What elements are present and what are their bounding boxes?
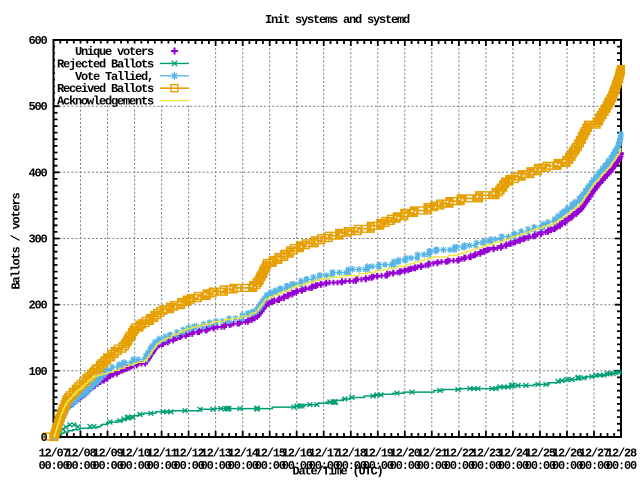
- svg-text:Ballots / voters: Ballots / voters: [10, 192, 24, 289]
- svg-text:Rejected Ballots: Rejected Ballots: [57, 57, 154, 71]
- svg-text:12/14: 12/14: [228, 447, 259, 461]
- svg-text:400: 400: [28, 166, 47, 180]
- svg-text:12/17: 12/17: [309, 447, 340, 461]
- svg-text:12/23: 12/23: [471, 447, 502, 461]
- svg-text:00:00: 00:00: [201, 459, 232, 473]
- svg-text:300: 300: [28, 233, 47, 247]
- svg-text:12/15: 12/15: [255, 447, 286, 461]
- svg-text:00:00: 00:00: [309, 459, 340, 473]
- svg-text:00:00: 00:00: [228, 459, 259, 473]
- svg-text:00:00: 00:00: [390, 459, 421, 473]
- svg-text:200: 200: [28, 299, 47, 313]
- svg-text:00:00: 00:00: [363, 459, 394, 473]
- svg-text:00:00: 00:00: [579, 459, 610, 473]
- svg-text:12/12: 12/12: [174, 447, 205, 461]
- svg-text:00:00: 00:00: [498, 459, 529, 473]
- svg-text:12/21: 12/21: [417, 447, 448, 461]
- svg-text:00:00: 00:00: [444, 459, 475, 473]
- svg-text:12/16: 12/16: [282, 447, 313, 461]
- svg-text:00:00: 00:00: [606, 459, 637, 473]
- svg-text:12/24: 12/24: [498, 447, 529, 461]
- svg-text:Acknowledgements: Acknowledgements: [57, 95, 154, 109]
- svg-text:00:00: 00:00: [147, 459, 178, 473]
- svg-text:Received Ballots: Received Ballots: [57, 82, 154, 96]
- svg-text:00:00: 00:00: [552, 459, 583, 473]
- svg-text:00:00: 00:00: [471, 459, 502, 473]
- svg-text:00:00: 00:00: [282, 459, 313, 473]
- svg-text:Vote Tallied,: Vote Tallied,: [75, 70, 153, 84]
- svg-text:00:00: 00:00: [417, 459, 448, 473]
- svg-text:12/09: 12/09: [92, 447, 123, 461]
- svg-text:Init systems and systemd: Init systems and systemd: [265, 13, 410, 27]
- svg-text:00:00: 00:00: [255, 459, 286, 473]
- svg-text:12/11: 12/11: [147, 447, 178, 461]
- svg-text:12/28: 12/28: [606, 447, 637, 461]
- svg-text:Unique voters: Unique voters: [75, 45, 154, 59]
- svg-text:12/08: 12/08: [65, 447, 96, 461]
- svg-text:12/26: 12/26: [552, 447, 583, 461]
- svg-text:00:00: 00:00: [92, 459, 123, 473]
- svg-text:500: 500: [28, 100, 47, 114]
- svg-text:00:00: 00:00: [120, 459, 151, 473]
- svg-text:12/22: 12/22: [444, 447, 475, 461]
- svg-text:00:00: 00:00: [174, 459, 205, 473]
- svg-text:12/07: 12/07: [38, 447, 69, 461]
- svg-text:12/27: 12/27: [579, 447, 610, 461]
- svg-text:0: 0: [40, 431, 47, 445]
- svg-text:00:00: 00:00: [38, 459, 69, 473]
- svg-text:00:00: 00:00: [336, 459, 367, 473]
- svg-text:12/18: 12/18: [336, 447, 367, 461]
- svg-text:12/10: 12/10: [120, 447, 151, 461]
- svg-text:12/13: 12/13: [201, 447, 232, 461]
- svg-text:00:00: 00:00: [65, 459, 96, 473]
- svg-text:600: 600: [28, 34, 47, 48]
- svg-text:12/19: 12/19: [363, 447, 394, 461]
- svg-text:100: 100: [28, 365, 47, 379]
- svg-text:12/20: 12/20: [390, 447, 421, 461]
- svg-text:12/25: 12/25: [525, 447, 556, 461]
- svg-text:00:00: 00:00: [525, 459, 556, 473]
- svg-text:Date/Time (UTC): Date/Time (UTC): [292, 465, 382, 479]
